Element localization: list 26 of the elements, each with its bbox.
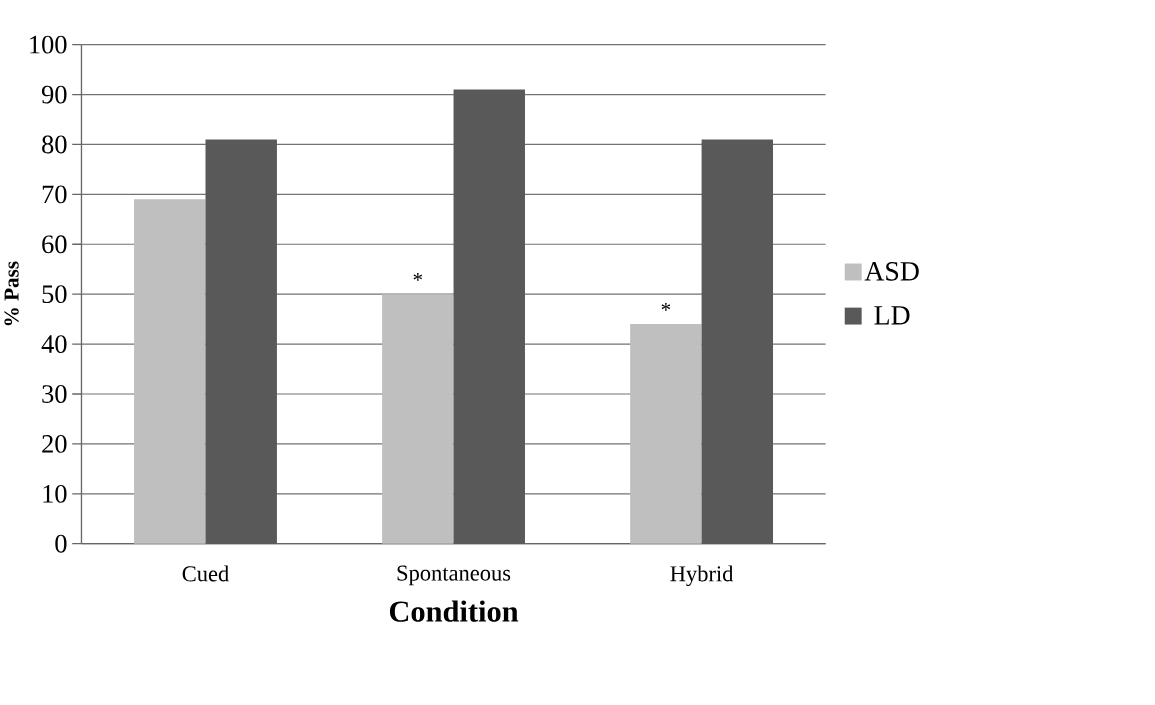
y-tick-label: 10: [43, 484, 67, 503]
y-tick-label: 90: [41, 85, 67, 104]
y-tick-label: 50: [42, 285, 67, 303]
annotation: *: [413, 272, 423, 281]
bar: [382, 293, 454, 544]
legend-label: ASD: [864, 261, 919, 281]
x-tick-label: Hybrid: [670, 565, 734, 586]
y-tick-label: 40: [41, 334, 67, 353]
x-axis-title: Condition: [389, 600, 519, 622]
bar: [630, 323, 702, 544]
y-tick-label: 70: [42, 185, 67, 204]
bar: [134, 199, 206, 544]
y-tick-label: 20: [42, 434, 67, 453]
y-tick-label: 30: [42, 384, 67, 403]
y-tick-label: 60: [42, 235, 67, 253]
y-tick-label: 80: [42, 135, 67, 154]
y-tick-label: 0: [55, 534, 67, 553]
y-tick-label: 100: [30, 35, 67, 54]
bar: [701, 139, 774, 544]
bar: [453, 89, 525, 544]
y-axis-title: % Pass: [4, 261, 19, 325]
x-tick-label: Cued: [182, 565, 229, 582]
legend-label: LD: [874, 305, 910, 325]
x-tick-label: Spontaneous: [397, 565, 511, 586]
annotation: *: [661, 302, 671, 311]
bar: [205, 139, 277, 544]
